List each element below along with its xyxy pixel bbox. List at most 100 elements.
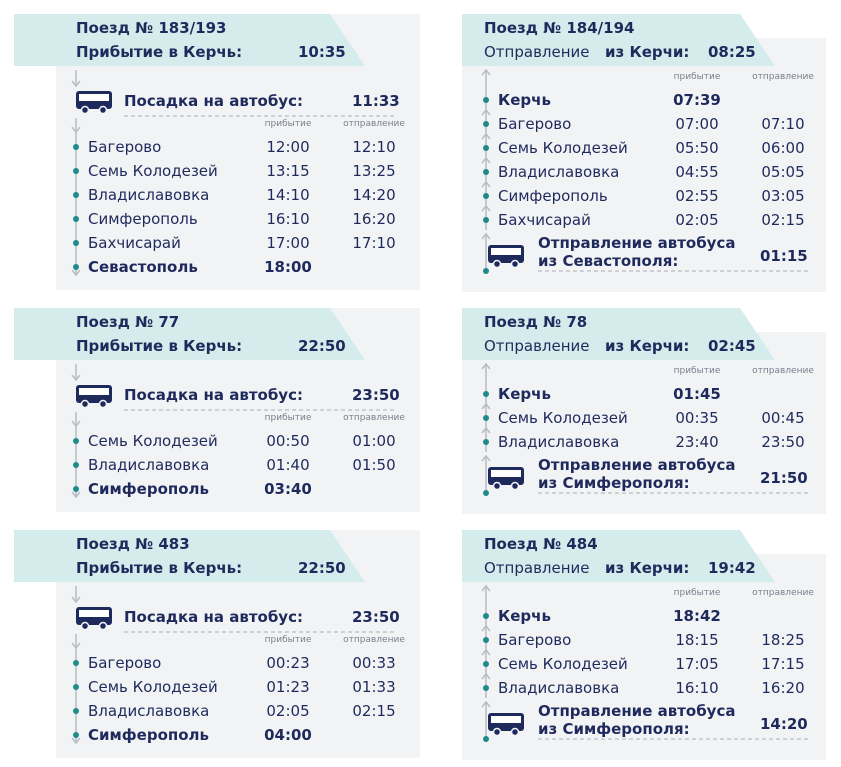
- arrival-time: 16:10: [266, 210, 310, 228]
- departure-time: 08:25: [708, 43, 756, 61]
- stop-name: Семь Колодезей: [498, 139, 628, 157]
- stop-dot: [483, 613, 489, 619]
- arrival-time: 04:55: [675, 163, 719, 181]
- bus-icon-part: [80, 399, 90, 409]
- bus-time: 23:50: [352, 386, 400, 404]
- column-header: прибытие: [264, 119, 312, 129]
- stop-name: Симферополь: [498, 187, 608, 205]
- arrow-head: [481, 454, 491, 462]
- stop-name: Симферополь: [88, 210, 198, 228]
- arrival-label: Прибытие в Керчь:: [76, 559, 243, 577]
- stop-name: Владиславовка: [88, 186, 210, 204]
- arrow-head: [71, 374, 81, 382]
- departure-time: 13:25: [352, 162, 396, 180]
- arrival-time: 07:00: [675, 115, 719, 133]
- bus-icon-part: [510, 481, 520, 491]
- bus-icon: [488, 713, 524, 737]
- train-number: Поезд № 483: [76, 535, 190, 553]
- bus-icon-part: [510, 727, 520, 737]
- header-band: [14, 14, 365, 66]
- arrival-time: 01:45: [673, 385, 721, 403]
- departure-time: 12:10: [352, 138, 396, 156]
- arrival-time: 01:23: [266, 678, 310, 696]
- arrival-time: 17:05: [675, 655, 719, 673]
- arrow-head: [481, 402, 491, 410]
- stop-dot: [73, 684, 79, 690]
- train-number: Поезд № 183/193: [76, 19, 227, 37]
- stop-dot: [73, 438, 79, 444]
- bus-icon-part: [79, 610, 109, 617]
- departure-time: 01:00: [352, 432, 396, 450]
- arrow-head: [71, 642, 81, 650]
- bus-icon: [76, 91, 112, 115]
- column-header: отправление: [343, 635, 405, 645]
- column-header: отправление: [752, 72, 814, 82]
- stop-dot: [483, 169, 489, 175]
- stop-name: Бахчисарай: [498, 211, 591, 229]
- arrival-time: 12:00: [266, 138, 310, 156]
- stop-name: Севастополь: [88, 258, 198, 276]
- stop-name: Бахчисарай: [88, 234, 181, 252]
- arrow-head: [481, 700, 491, 708]
- bus-icon: [76, 385, 112, 409]
- stop-dot: [483, 685, 489, 691]
- bus-time: 23:50: [352, 608, 400, 626]
- departure-time: 00:33: [352, 654, 396, 672]
- arrival-time: 13:15: [266, 162, 310, 180]
- column-header: отправление: [752, 588, 814, 598]
- column-header: прибытие: [673, 588, 721, 598]
- stop-dot: [483, 121, 489, 127]
- departure-time: 02:15: [352, 702, 396, 720]
- arrival-time: 16:10: [675, 679, 719, 697]
- departure-label: Отправление: [484, 337, 590, 355]
- bus-icon-part: [491, 470, 521, 477]
- departure-label: Отправление: [484, 559, 590, 577]
- departure-time: 16:20: [761, 679, 805, 697]
- departure-time: 01:50: [352, 456, 396, 474]
- stop-name: Керчь: [498, 385, 551, 403]
- arrival-time: 23:40: [675, 433, 719, 451]
- bus-label: Посадка на автобус:: [124, 92, 303, 110]
- stop-dot: [73, 192, 79, 198]
- stop-name: Владиславовка: [88, 702, 210, 720]
- arrow-head: [481, 672, 491, 680]
- departure-time: 16:20: [352, 210, 396, 228]
- arrival-time: 10:35: [298, 43, 346, 61]
- stop-dot: [483, 736, 489, 742]
- arrival-time: 02:55: [675, 187, 719, 205]
- stop-name: Владиславовка: [498, 163, 620, 181]
- arrival-label: Прибытие в Керчь:: [76, 43, 243, 61]
- train-number: Поезд № 78: [484, 313, 588, 331]
- arrow-head: [481, 624, 491, 632]
- header-band: [462, 14, 775, 66]
- arrow-head: [481, 204, 491, 212]
- departure-label-bold: из Керчи:: [605, 43, 690, 61]
- departure-time: 18:25: [761, 631, 805, 649]
- arrow-head: [481, 68, 491, 76]
- header-band: [14, 308, 365, 360]
- bus-icon-part: [98, 399, 108, 409]
- stop-dot: [73, 660, 79, 666]
- stop-name: Владиславовка: [88, 456, 210, 474]
- stop-dot: [483, 193, 489, 199]
- stop-dot: [73, 462, 79, 468]
- stop-dot: [483, 145, 489, 151]
- bus-time: 01:15: [760, 247, 808, 265]
- departure-time: 01:33: [352, 678, 396, 696]
- stop-dot: [483, 391, 489, 397]
- bus-icon: [76, 607, 112, 631]
- arrow-head: [481, 232, 491, 240]
- column-header: прибытие: [264, 635, 312, 645]
- arrival-time: 02:05: [675, 211, 719, 229]
- arrival-time: 00:35: [675, 409, 719, 427]
- stop-name: Багерово: [498, 115, 572, 133]
- stop-dot: [73, 168, 79, 174]
- stop-name: Багерово: [88, 654, 162, 672]
- column-header: прибытие: [264, 413, 312, 423]
- stop-name: Багерово: [498, 631, 572, 649]
- arrow-head: [481, 426, 491, 434]
- arrival-time: 01:40: [266, 456, 310, 474]
- arrow-head: [481, 180, 491, 188]
- bus-icon-part: [79, 388, 109, 395]
